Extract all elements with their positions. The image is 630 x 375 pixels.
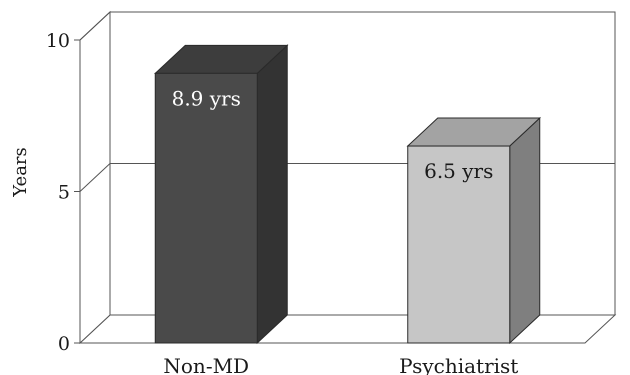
bar-side — [509, 116, 541, 345]
bars: 8.9 yrs 6.5 yrs — [153, 44, 542, 345]
bar-non-md: 8.9 yrs — [153, 44, 289, 345]
bar-psychiatrist: 6.5 yrs — [406, 116, 542, 345]
bar-front — [407, 145, 511, 344]
data-label: 8.9 yrs — [172, 86, 241, 110]
y-axis-ticks: 0 5 10 — [46, 30, 80, 355]
gridline-side — [79, 163, 111, 192]
x-axis-categories: Non-MD Psychiatrist — [163, 354, 518, 375]
y-tick-label: 0 — [58, 333, 70, 355]
x-category-label: Non-MD — [163, 354, 249, 375]
bar-side — [256, 44, 288, 345]
data-label: 6.5 yrs — [424, 159, 493, 183]
gridline-side — [79, 11, 111, 41]
y-axis-label: Years — [10, 147, 31, 198]
y-tick-label: 5 — [58, 182, 70, 204]
bar-front — [154, 72, 258, 344]
y-tick-label: 10 — [46, 30, 70, 52]
x-category-label: Psychiatrist — [399, 354, 518, 375]
